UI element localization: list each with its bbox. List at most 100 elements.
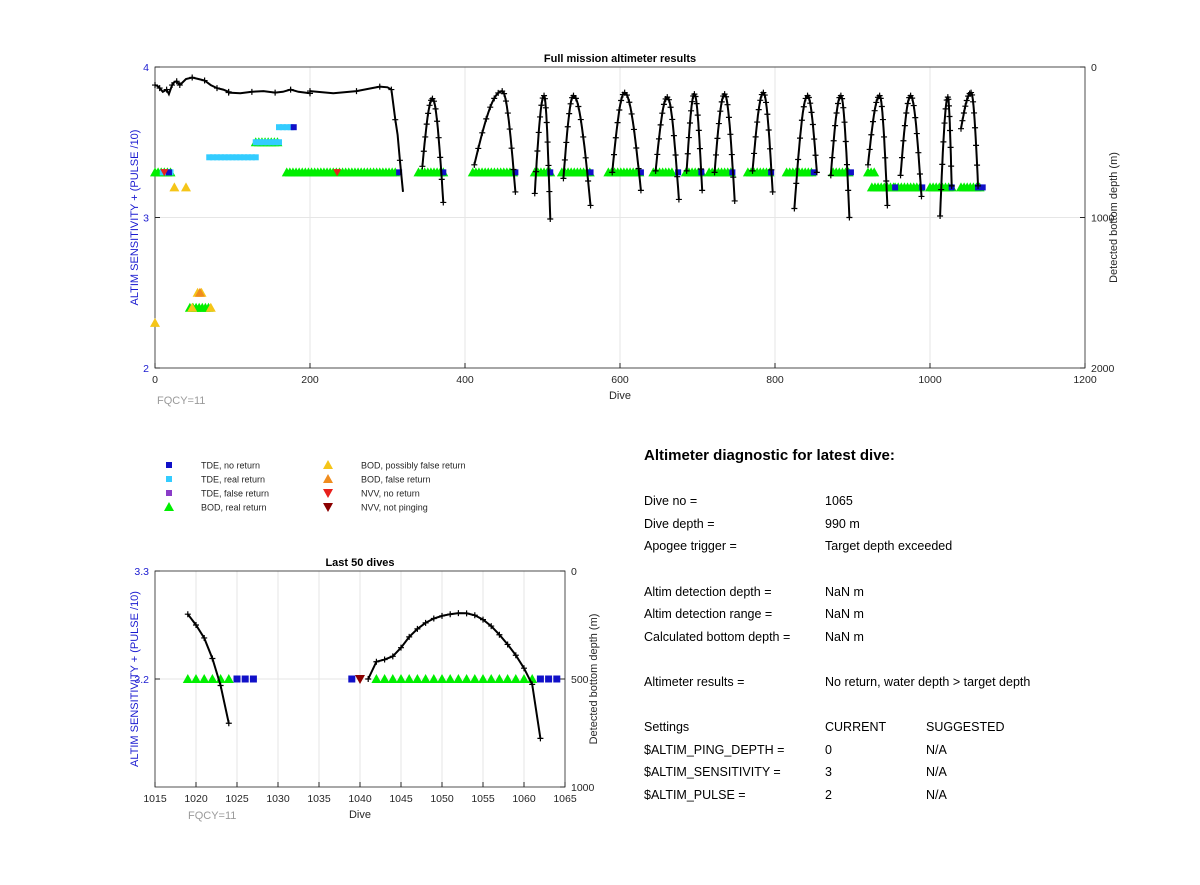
tde-real-return-marker [276, 139, 282, 146]
depth-point-marker [521, 665, 527, 672]
bod-real-return-marker [396, 674, 406, 683]
detection-depth-label: Altim detection depth = [644, 585, 772, 599]
depth-point-marker [544, 139, 551, 146]
depth-point-marker [876, 92, 883, 99]
depth-point-marker [214, 85, 220, 92]
tde-no-return-marker [440, 169, 447, 176]
y-tick-label: 2 [143, 363, 149, 375]
depth-point-marker [769, 188, 776, 195]
tde-real-return-marker [287, 124, 294, 131]
bod-real-return-marker [666, 167, 677, 177]
depth-point-marker [585, 178, 592, 185]
depth-point-marker [958, 125, 964, 132]
bod-real-return-marker [412, 674, 423, 683]
depth-point-marker [897, 172, 904, 179]
depth-point-marker [969, 91, 976, 98]
depth-point-marker [209, 655, 216, 662]
tde-no-return-marker [637, 169, 644, 176]
depth-point-marker [910, 102, 917, 109]
depth-point-marker [475, 145, 482, 152]
legend: TDE, no return TDE, real return TDE, false… [164, 460, 466, 513]
depth-point-marker [696, 145, 703, 152]
depth-point-marker [542, 104, 549, 111]
depth-point-marker [670, 132, 677, 139]
tde-real-return-marker [221, 154, 228, 161]
x-tick-label: 1035 [307, 793, 331, 805]
bod-real-return-marker [437, 674, 447, 683]
bod-real-return-marker [387, 674, 398, 683]
depth-point-marker [546, 188, 553, 195]
depth-point-marker [388, 86, 395, 93]
depth-point-marker [572, 95, 579, 102]
tde-real-return-marker [252, 154, 259, 161]
calculated-depth-value: NaN m [825, 630, 864, 644]
depth-point-marker [373, 658, 380, 665]
tde-real-return-marker [210, 154, 217, 161]
bod-real-return-marker [519, 674, 529, 683]
depth-point-marker [903, 109, 910, 116]
depth-point-marker [501, 90, 508, 97]
y-axis-label: ALTIM SENSITIVITY + (PULSE /10) [129, 130, 141, 306]
depth-point-marker [718, 98, 725, 105]
depth-point-marker [504, 641, 511, 648]
depth-point-marker [837, 92, 844, 99]
depth-point-marker [512, 652, 519, 659]
depth-point-marker [791, 205, 798, 212]
depth-point-marker [508, 145, 515, 152]
pulse-suggested: N/A [926, 788, 947, 802]
depth-point-marker [635, 165, 642, 172]
depth-point-marker [883, 178, 890, 185]
depth-point-marker [248, 88, 255, 95]
tde-no-return-marker [348, 675, 356, 683]
depth-point-marker [439, 612, 445, 619]
depth-point-marker [152, 82, 158, 89]
depth-point-marker [618, 97, 625, 104]
x-tick-label: 400 [456, 374, 474, 386]
depth-point-marker [435, 134, 442, 141]
legend-symbol [166, 476, 172, 482]
depth-point-marker [868, 131, 875, 138]
depth-point-marker [529, 681, 536, 688]
bod-real-return-marker [207, 674, 218, 683]
depth-point-marker [839, 95, 846, 102]
depth-point-marker [865, 161, 871, 168]
tde-no-return-marker [675, 169, 682, 176]
depth-point-marker [717, 108, 724, 115]
depth-point-marker [425, 110, 432, 117]
depth-point-marker [945, 96, 952, 103]
depth-point-marker [422, 619, 429, 626]
tde-real-return-marker [272, 139, 279, 146]
depth-point-marker [432, 105, 439, 112]
depth-trace-line [394, 119, 404, 192]
current-label: CURRENT [825, 720, 887, 734]
sensitivity-label: $ALTIM_SENSITIVITY = [644, 765, 781, 779]
tde-real-return-marker [252, 139, 259, 146]
depth-point-marker [698, 165, 705, 172]
x-tick-label: 0 [152, 374, 158, 386]
depth-point-marker [502, 98, 509, 105]
depth-point-marker [749, 167, 756, 174]
depth-point-marker [447, 611, 454, 618]
depth-point-marker [535, 129, 542, 136]
pulse-current: 2 [825, 788, 832, 802]
tde-no-return-marker [547, 169, 554, 176]
depth-point-marker [974, 162, 981, 169]
depth-point-marker [947, 144, 954, 151]
bod-real-return-marker [182, 674, 193, 683]
depth-point-marker [657, 121, 664, 128]
depth-point-marker [689, 98, 696, 105]
tde-real-return-marker [206, 154, 213, 161]
depth-point-marker [506, 126, 513, 133]
depth-point-marker [873, 99, 880, 106]
depth-point-marker [798, 117, 805, 124]
depth-point-marker [971, 109, 978, 116]
ping-depth-current: 0 [825, 743, 832, 757]
depth-point-marker [866, 146, 873, 153]
depth-point-marker [752, 133, 759, 140]
bod-real-return-marker [510, 674, 521, 683]
diagnostic-header: Altimeter diagnostic for latest dive: [644, 447, 895, 464]
depth-point-marker [797, 135, 804, 142]
depth-point-marker [834, 100, 841, 107]
bod-real-return-marker [420, 674, 431, 683]
depth-point-marker [201, 77, 208, 84]
